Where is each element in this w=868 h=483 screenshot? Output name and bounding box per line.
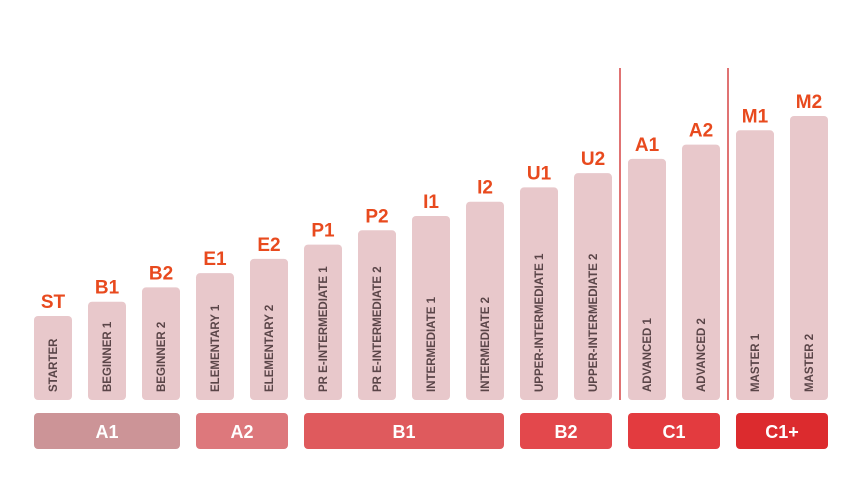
level-code: P1 bbox=[311, 221, 335, 242]
level-name-label: BEGINNER 2 bbox=[156, 322, 168, 392]
level-code: ST bbox=[41, 292, 66, 313]
cefr-band bbox=[304, 413, 504, 449]
level-code: P2 bbox=[365, 206, 388, 227]
level-name-label: PR E-INTERMEDIATE 2 bbox=[372, 266, 384, 392]
cefr-band-label: B2 bbox=[554, 422, 577, 442]
cefr-band bbox=[628, 413, 720, 449]
level-code: E1 bbox=[203, 249, 227, 270]
level-bar bbox=[574, 173, 612, 400]
level-bar bbox=[466, 201, 504, 400]
level-name-label: ADVANCED 2 bbox=[696, 318, 708, 392]
level-name-label: ELEMENTARY 2 bbox=[264, 305, 276, 392]
cefr-band-label: B1 bbox=[392, 422, 415, 442]
level-bar bbox=[196, 273, 234, 400]
level-name-label: UPPER-INTERMEDIATE 1 bbox=[534, 253, 546, 392]
level-code: U1 bbox=[527, 163, 552, 184]
level-code: A1 bbox=[635, 135, 660, 156]
level-name-label: ADVANCED 1 bbox=[642, 317, 654, 392]
level-name-label: PR E-INTERMEDIATE 1 bbox=[318, 266, 330, 392]
cefr-band-label: C1+ bbox=[765, 422, 799, 442]
level-name-label: MASTER 2 bbox=[804, 334, 816, 392]
cefr-band bbox=[520, 413, 612, 449]
level-name-label: ELEMENTARY 1 bbox=[210, 304, 222, 392]
level-name-label: INTERMEDIATE 2 bbox=[480, 297, 492, 392]
level-code: A2 bbox=[689, 121, 713, 142]
cefr-band-label: A1 bbox=[95, 422, 118, 442]
cefr-band bbox=[196, 413, 288, 449]
level-bar bbox=[250, 258, 288, 400]
level-name-label: MASTER 1 bbox=[750, 333, 762, 392]
level-bar bbox=[628, 158, 666, 400]
cefr-band bbox=[34, 413, 180, 449]
level-bar bbox=[736, 130, 774, 401]
level-name-label: STARTER bbox=[48, 338, 60, 392]
level-bar bbox=[88, 301, 126, 400]
level-code: B1 bbox=[95, 278, 120, 299]
level-code: M2 bbox=[796, 92, 822, 113]
level-bar bbox=[520, 187, 558, 400]
level-name-label: INTERMEDIATE 1 bbox=[426, 296, 438, 392]
level-bar bbox=[682, 144, 720, 400]
level-name-label: BEGINNER 1 bbox=[102, 321, 114, 392]
level-code: U2 bbox=[581, 149, 605, 170]
level-code: M1 bbox=[742, 106, 769, 127]
cefr-band bbox=[736, 413, 828, 449]
level-name-label: UPPER-INTERMEDIATE 2 bbox=[588, 254, 600, 392]
level-bar bbox=[304, 244, 342, 400]
level-code: I1 bbox=[423, 192, 439, 213]
level-bar bbox=[358, 230, 396, 400]
cefr-band-label: C1 bbox=[662, 422, 685, 442]
level-bar bbox=[412, 216, 450, 400]
level-code: I2 bbox=[477, 178, 493, 199]
cefr-band-label: A2 bbox=[230, 422, 253, 442]
level-bar bbox=[34, 316, 72, 400]
level-bar bbox=[142, 287, 180, 400]
level-code: B2 bbox=[149, 263, 173, 284]
level-bar bbox=[790, 116, 828, 400]
level-code: E2 bbox=[257, 235, 280, 256]
